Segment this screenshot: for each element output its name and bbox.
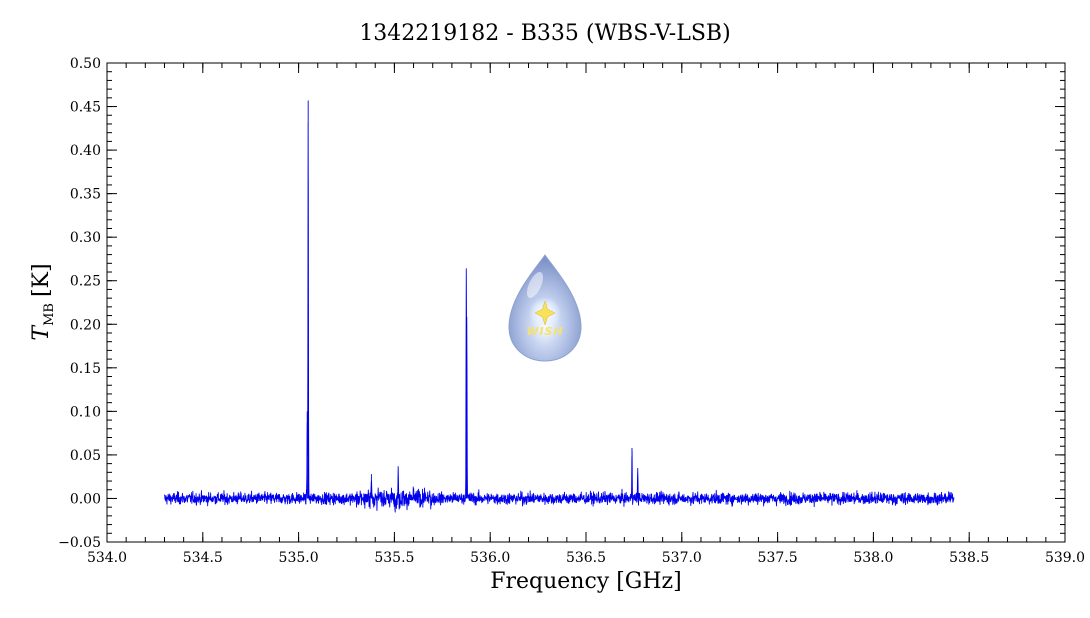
y-tick-label: 0.00 — [70, 491, 101, 507]
x-tick-label: 535.0 — [279, 550, 319, 566]
x-tick-label: 537.5 — [758, 550, 798, 566]
x-tick-label: 537.0 — [662, 550, 702, 566]
x-axis-title: Frequency [GHz] — [490, 569, 682, 594]
spectrum-series — [164, 100, 955, 513]
y-axis-title-unit: [K] — [29, 263, 54, 297]
x-tick-label: 536.0 — [470, 550, 510, 566]
y-tick-label: 0.10 — [70, 404, 101, 420]
x-tick-label: 538.5 — [949, 550, 989, 566]
y-tick-label: 0.45 — [70, 100, 101, 116]
y-axis: −0.05 0.00 0.05 0.10 0.15 0.20 0.25 0.30 0.35 0.4… — [58, 56, 1065, 551]
y-tick-label: 0.15 — [70, 361, 101, 377]
y-tick-label: 0.40 — [70, 143, 101, 159]
x-tick-label: 539.0 — [1045, 550, 1085, 566]
y-tick-label: 0.25 — [70, 274, 101, 290]
y-tick-label: 0.50 — [70, 56, 101, 72]
y-tick-label: 0.30 — [70, 230, 101, 246]
x-tick-label: 536.5 — [566, 550, 606, 566]
plot-frame — [106, 62, 1066, 543]
x-tick-label: 534.0 — [87, 550, 127, 566]
y-tick-label: 0.35 — [70, 187, 101, 203]
x-tick-label: 534.5 — [183, 550, 223, 566]
y-axis-title-sub: MB — [42, 303, 57, 326]
y-axis-title-main: T — [29, 324, 54, 341]
x-axis: 534.0 534.5 535.0 535.5 536.0 536.5 537.0 537.5… — [87, 63, 1085, 566]
x-tick-label: 535.5 — [374, 550, 414, 566]
y-tick-label: −0.05 — [58, 535, 101, 551]
y-tick-label: 0.05 — [70, 448, 101, 464]
wish-logo: WISH — [508, 254, 582, 362]
spectrum-line — [164, 100, 955, 513]
svg-text:TMB[K]: TMB [K] — [29, 263, 57, 340]
y-axis-title: TMB [K] — [29, 263, 57, 340]
chart-title: 1342219182 - B335 (WBS-V-LSB) — [359, 21, 730, 46]
x-tick-label: 538.0 — [853, 550, 893, 566]
y-tick-label: 0.20 — [70, 317, 101, 333]
logo-text: WISH — [526, 325, 563, 338]
